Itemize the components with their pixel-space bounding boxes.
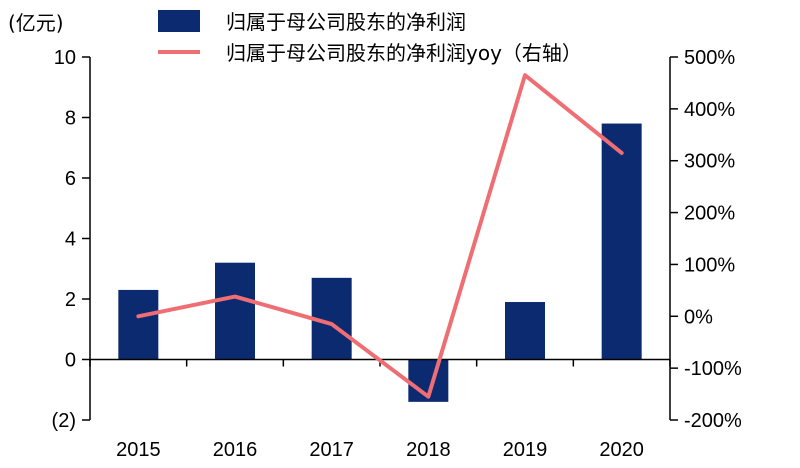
legend-swatch-bar	[158, 10, 200, 32]
x-tick-label: 2020	[599, 439, 644, 461]
left-tick-label: 8	[65, 108, 76, 130]
line-series	[136, 73, 624, 399]
left-axis-ticks: 10 8 6 4 2 0 (2)	[52, 47, 90, 432]
yoy-point	[523, 73, 527, 77]
right-tick-label: 400%	[684, 99, 735, 121]
legend: 归属于母公司股东的净利润 归属于母公司股东的净利润yoy（右轴）	[158, 10, 582, 65]
left-tick-label: 2	[65, 289, 76, 311]
yoy-line	[136, 73, 624, 399]
yoy-point	[136, 314, 140, 318]
bar	[118, 289, 159, 360]
bar	[601, 123, 642, 360]
right-tick-label: 500%	[684, 47, 735, 69]
x-tick-label: 2019	[503, 439, 548, 461]
x-axis-labels: 2015 2016 2017 2018 2019 2020	[116, 439, 644, 461]
right-tick-label: 100%	[684, 254, 735, 276]
right-tick-label: 200%	[684, 203, 735, 225]
bar-series	[118, 123, 642, 402]
legend-label-line: 归属于母公司股东的净利润yoy（右轴）	[226, 41, 582, 65]
bar	[505, 302, 545, 360]
yoy-point	[233, 295, 237, 299]
left-tick-label: 4	[65, 229, 76, 251]
left-axis-unit-label: (亿元)	[8, 11, 64, 35]
right-axis-ticks: 500% 400% 300% 200% 100% 0% -100% -200%	[670, 47, 742, 432]
left-tick-label: 6	[65, 168, 76, 190]
right-tick-label: -200%	[684, 410, 742, 432]
bar	[215, 262, 255, 360]
legend-label-bar: 归属于母公司股东的净利润	[226, 10, 466, 34]
x-tick-label: 2015	[116, 439, 161, 461]
yoy-point	[330, 322, 334, 326]
left-tick-label: 10	[54, 47, 76, 69]
axes	[89, 57, 671, 420]
x-tick-label: 2018	[406, 439, 451, 461]
yoy-point	[620, 151, 624, 155]
yoy-point	[426, 395, 430, 399]
x-tick-label: 2017	[309, 439, 354, 461]
right-tick-label: 300%	[684, 151, 735, 173]
right-tick-label: -100%	[684, 358, 742, 380]
left-tick-label: 0	[65, 350, 76, 372]
x-tick-label: 2016	[213, 439, 258, 461]
left-tick-label: (2)	[52, 410, 76, 432]
right-tick-label: 0%	[684, 306, 713, 328]
